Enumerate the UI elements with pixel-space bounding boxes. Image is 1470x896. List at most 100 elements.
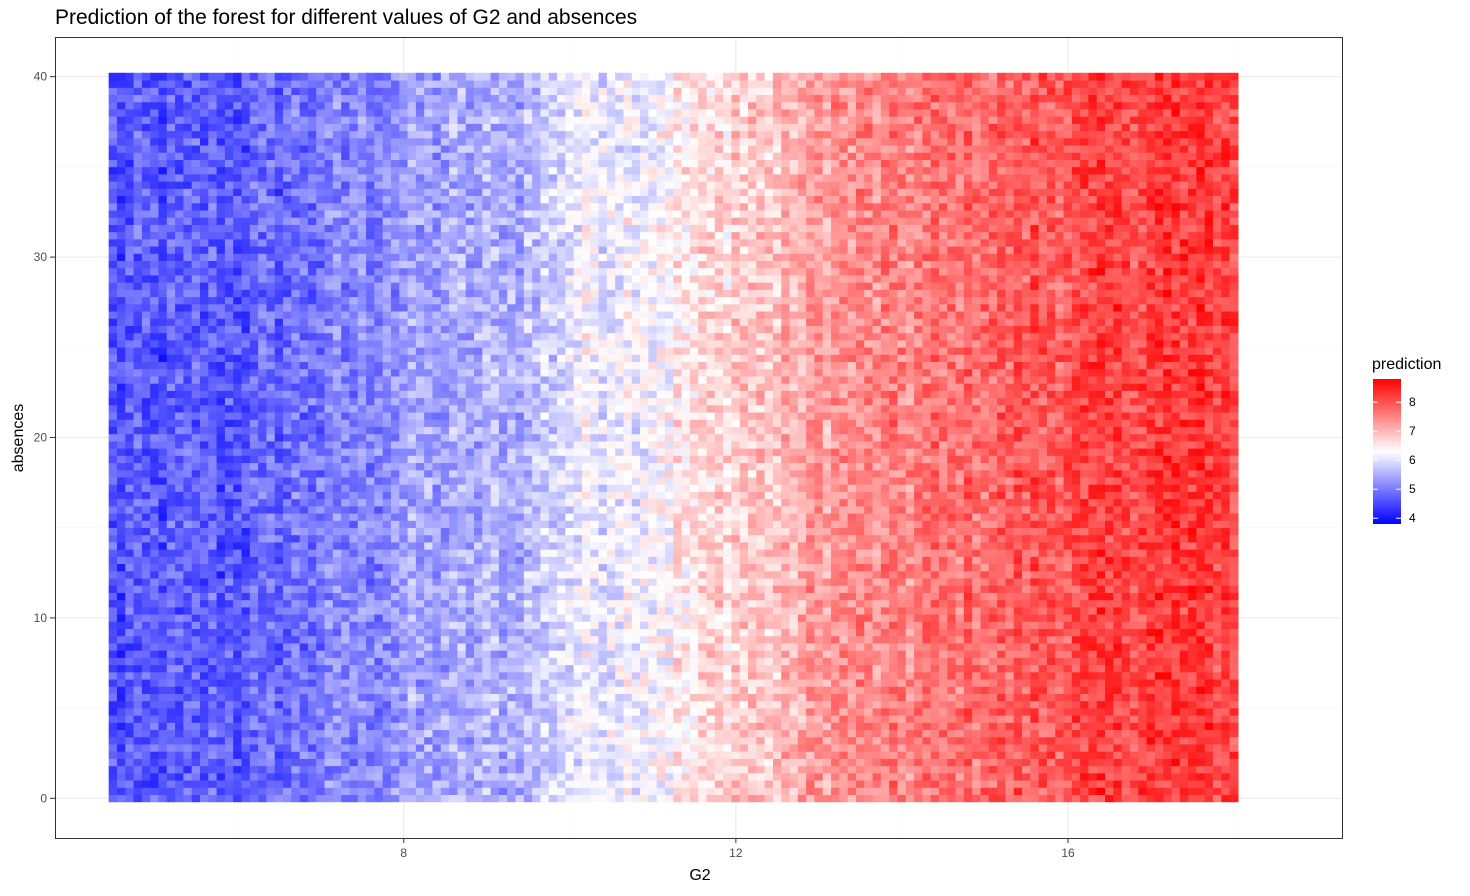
heatmap-tile (142, 628, 151, 636)
heatmap-tile (275, 354, 284, 362)
heatmap-tile (416, 585, 425, 593)
heatmap-tile (291, 210, 300, 218)
heatmap-tile (192, 369, 201, 377)
heatmap-tile (333, 542, 342, 550)
heatmap-tile (308, 311, 317, 319)
heatmap-tile (125, 318, 134, 326)
heatmap-tile (242, 628, 251, 636)
heatmap-tile (183, 672, 192, 680)
heatmap-tile (349, 535, 358, 543)
heatmap-tile (457, 650, 466, 658)
heatmap-tile (383, 268, 392, 276)
heatmap-tile (283, 152, 292, 160)
heatmap-tile (233, 636, 242, 644)
heatmap-tile (266, 188, 275, 196)
heatmap-tile (358, 600, 367, 608)
heatmap-tile (374, 794, 383, 802)
heatmap-tile (349, 650, 358, 658)
heatmap-tile (200, 542, 209, 550)
heatmap-tile (391, 398, 400, 406)
heatmap-tile (308, 672, 317, 680)
heatmap-tile (150, 224, 159, 232)
heatmap-tile (391, 679, 400, 687)
heatmap-tile (333, 398, 342, 406)
heatmap-tile (308, 145, 317, 153)
heatmap-tile (142, 289, 151, 297)
heatmap-tile (482, 643, 491, 651)
heatmap-tile (341, 260, 350, 268)
heatmap-tile (507, 73, 516, 81)
heatmap-tile (208, 304, 217, 312)
heatmap-tile (308, 159, 317, 167)
heatmap-tile (399, 311, 408, 319)
heatmap-tile (217, 484, 226, 492)
heatmap-tile (266, 138, 275, 146)
heatmap-tile (457, 621, 466, 629)
heatmap-tile (300, 737, 309, 745)
heatmap-tile (408, 737, 417, 745)
heatmap-tile (383, 138, 392, 146)
heatmap-tile (341, 340, 350, 348)
heatmap-tile (433, 722, 442, 730)
heatmap-tile (325, 737, 334, 745)
heatmap-tile (482, 600, 491, 608)
heatmap-tile (474, 441, 483, 449)
heatmap-tile (258, 614, 267, 622)
heatmap-tile (358, 722, 367, 730)
heatmap-tile (117, 513, 126, 521)
heatmap-tile (167, 73, 176, 81)
heatmap-tile (358, 289, 367, 297)
heatmap-tile (366, 268, 375, 276)
heatmap-tile (316, 289, 325, 297)
heatmap-tile (499, 780, 508, 788)
heatmap-tile (225, 296, 234, 304)
heatmap-tile (416, 145, 425, 153)
heatmap-tile (308, 289, 317, 297)
heatmap-tile (283, 715, 292, 723)
heatmap-tile (449, 722, 458, 730)
heatmap-tile (482, 693, 491, 701)
heatmap-tile (358, 513, 367, 521)
heatmap-tile (175, 304, 184, 312)
heatmap-tile (192, 737, 201, 745)
heatmap-tile (200, 131, 209, 139)
heatmap-tile (466, 491, 475, 499)
heatmap-tile (408, 549, 417, 557)
heatmap-tile (316, 773, 325, 781)
heatmap-tile (325, 232, 334, 240)
heatmap-tile (341, 347, 350, 355)
heatmap-tile (366, 499, 375, 507)
heatmap-tile (499, 643, 508, 651)
heatmap-tile (391, 766, 400, 774)
heatmap-tile (291, 794, 300, 802)
heatmap-tile (258, 693, 267, 701)
heatmap-tile (225, 246, 234, 254)
heatmap-tile (391, 794, 400, 802)
heatmap-tile (117, 542, 126, 550)
heatmap-tile (349, 232, 358, 240)
heatmap-tile (424, 412, 433, 420)
heatmap-tile (391, 296, 400, 304)
heatmap-tile (366, 758, 375, 766)
heatmap-tile (325, 592, 334, 600)
heatmap-tile (433, 744, 442, 752)
heatmap-tile (175, 210, 184, 218)
heatmap-tile (424, 657, 433, 665)
heatmap-tile (142, 138, 151, 146)
heatmap-tile (167, 563, 176, 571)
heatmap-tile (242, 131, 251, 139)
heatmap-tile (266, 434, 275, 442)
heatmap-tile (125, 102, 134, 110)
heatmap-tile (125, 181, 134, 189)
heatmap-tile (366, 246, 375, 254)
heatmap-tile (383, 477, 392, 485)
heatmap-tile (391, 311, 400, 319)
heatmap-tile (291, 123, 300, 131)
heatmap-tile (258, 650, 267, 658)
heatmap-tile (325, 758, 334, 766)
heatmap-tile (466, 585, 475, 593)
heatmap-tile (449, 311, 458, 319)
heatmap-tile (408, 296, 417, 304)
heatmap-tile (275, 585, 284, 593)
heatmap-tile (266, 145, 275, 153)
